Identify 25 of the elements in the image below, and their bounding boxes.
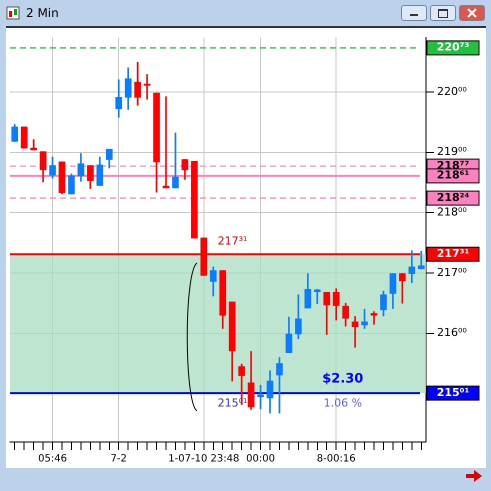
ref-line-label: 218²⁴ — [436, 191, 470, 204]
x-tick-label: 7-2 — [110, 454, 127, 465]
candlestick — [172, 132, 179, 188]
y-tick-label: 216⁰⁰ — [437, 326, 468, 340]
ref-line-label: 218⁶¹ — [436, 168, 470, 182]
x-tick-label: 1-07-10 23:48 — [168, 454, 240, 465]
ref-line-label: 217³¹ — [436, 247, 470, 260]
ref-line-label: 220⁷³ — [436, 40, 470, 54]
x-tick-label: 00:00 — [246, 454, 275, 465]
y-tick-label: 218⁰⁰ — [437, 206, 468, 218]
chart-title: 2 Min — [26, 6, 59, 20]
annotation: 217³¹ — [218, 234, 248, 248]
annotation: 1.06 % — [324, 396, 362, 410]
annotation: $2.30 — [322, 372, 364, 387]
annotation: 215⁰¹ — [218, 396, 248, 410]
ref-line-label: 215⁰¹ — [436, 386, 470, 399]
x-tick-label: 05:46 — [38, 454, 67, 465]
candlestick — [276, 357, 283, 414]
x-tick-label: 8-00:16 — [316, 454, 356, 465]
candlestick — [361, 308, 368, 329]
y-tick-label: 217⁰⁰ — [437, 266, 468, 279]
candlestick — [370, 311, 378, 325]
y-tick-label: 219⁰⁰ — [437, 145, 468, 158]
y-tick-label: 220⁰⁰ — [437, 84, 468, 98]
candlestick — [257, 384, 264, 410]
